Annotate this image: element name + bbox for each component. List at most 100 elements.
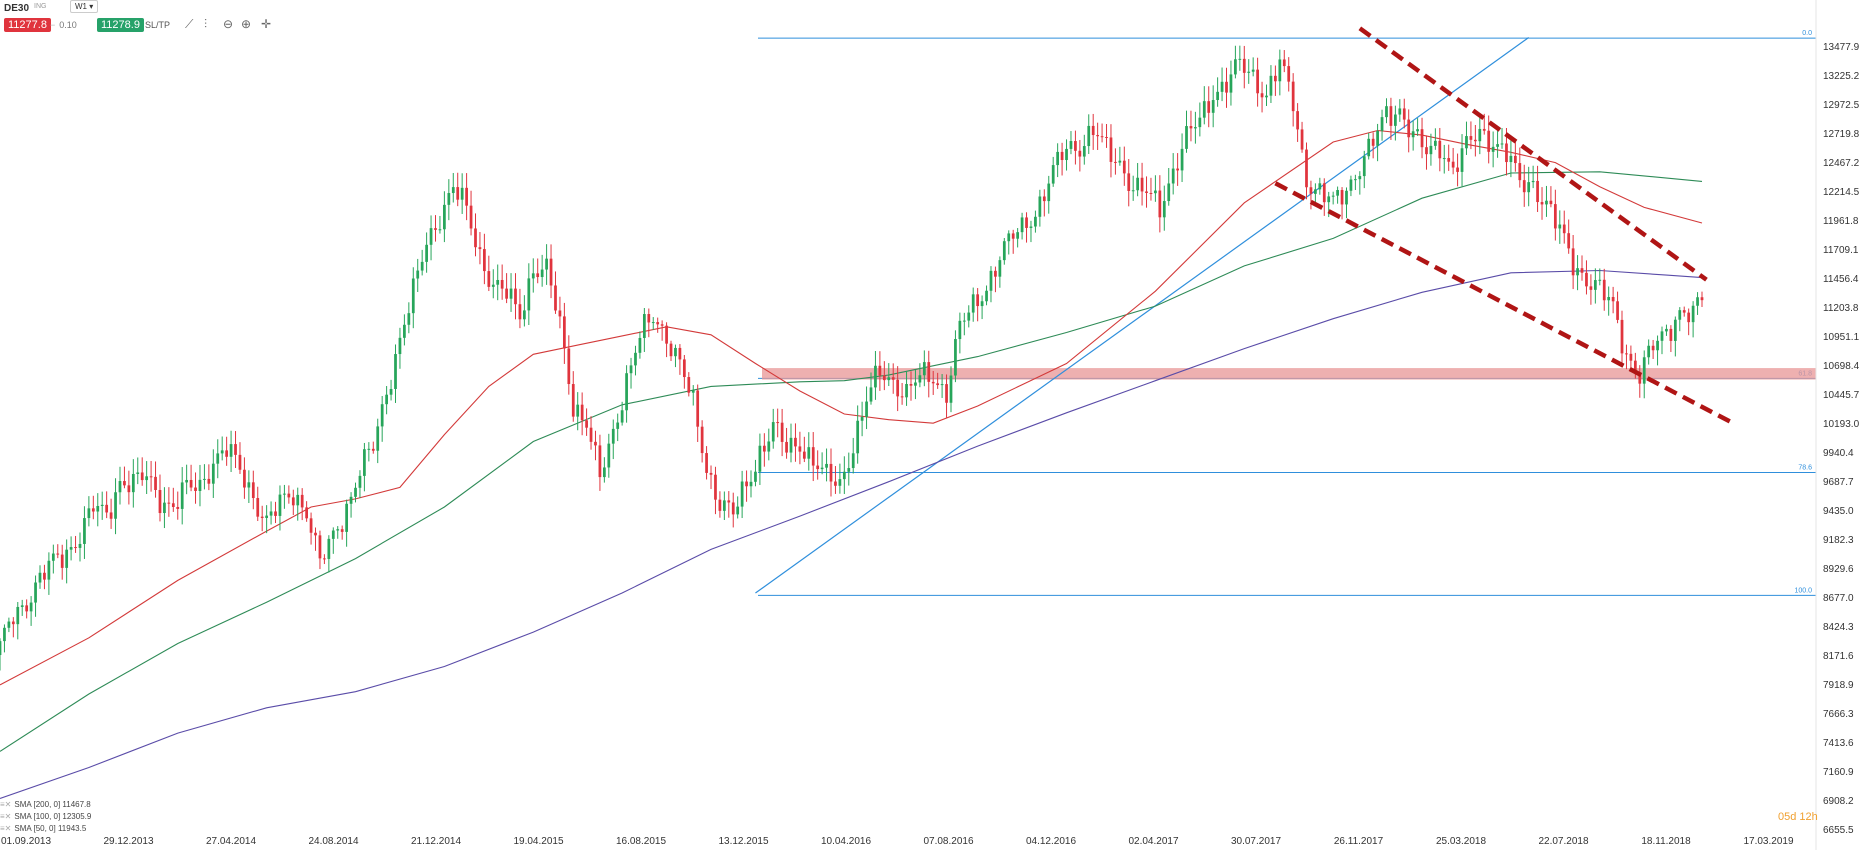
candle-body <box>296 494 300 506</box>
candle-body <box>856 420 860 454</box>
candle-body <box>171 503 175 507</box>
edit-icon[interactable]: ≡✕ <box>0 812 12 821</box>
candle-body <box>642 314 646 338</box>
sma-100-legend[interactable]: ≡✕ SMA [100, 0] 12305.9 <box>0 812 92 821</box>
candle-body <box>1385 106 1388 118</box>
candle-body <box>567 348 571 385</box>
candle-body <box>523 310 526 320</box>
candle-body <box>118 481 122 493</box>
candle-body <box>962 320 966 322</box>
candle-body <box>380 404 384 427</box>
candle-body <box>354 487 357 497</box>
candle-body <box>287 493 291 498</box>
candle-body <box>531 273 535 279</box>
candle-body <box>936 383 940 386</box>
candle-body <box>985 290 988 302</box>
candle-body <box>1682 310 1686 313</box>
candle-body <box>1345 190 1348 205</box>
candle-body <box>931 381 935 384</box>
sl-tp-button[interactable]: SL/TP <box>145 20 171 30</box>
candle-body <box>29 602 33 612</box>
candle-body <box>1051 165 1055 184</box>
candle-body <box>211 463 215 484</box>
candle-body <box>776 422 780 424</box>
minus-icon[interactable]: − <box>50 20 56 30</box>
candle-body <box>274 511 277 516</box>
candle-body <box>878 365 882 376</box>
candle-body <box>785 441 788 453</box>
candle-body <box>65 549 69 568</box>
candle-body <box>305 507 309 519</box>
candle-body <box>1576 268 1579 276</box>
x-tick-label: 21.12.2014 <box>411 836 461 847</box>
zoom-in-icon[interactable]: ⊕ <box>241 17 252 31</box>
candle-body <box>1114 161 1117 163</box>
sma-200-legend[interactable]: ≡✕ SMA [200, 0] 11467.8 <box>0 800 91 809</box>
candle-body <box>851 453 855 469</box>
candle-body <box>1194 127 1197 129</box>
edit-icon[interactable]: ≡✕ <box>0 824 12 833</box>
candle-body <box>1598 279 1602 281</box>
candle-body <box>323 558 326 560</box>
candle-body <box>291 497 295 506</box>
candle-body <box>1469 136 1473 140</box>
y-tick-label: 10445.7 <box>1823 390 1860 401</box>
candle-body <box>331 530 335 539</box>
candle-body <box>834 481 837 486</box>
candle-body <box>949 375 953 403</box>
quantity-stepper[interactable]: −0.10 <box>50 20 77 30</box>
candle-body <box>198 479 202 491</box>
candle-body <box>1265 95 1268 98</box>
fib-level-label: 78.6 <box>1798 465 1812 472</box>
y-tick-label: 8677.0 <box>1823 593 1854 604</box>
crosshair-icon[interactable]: ✛ <box>261 17 272 31</box>
candle-body <box>754 471 757 482</box>
candle-body <box>1465 136 1468 149</box>
candle-body <box>891 377 895 380</box>
candle-body <box>1211 100 1215 113</box>
y-tick-label: 13225.2 <box>1823 71 1860 82</box>
zoom-out-icon[interactable]: ⊖ <box>223 17 234 31</box>
sma-50-legend[interactable]: ≡✕ SMA [50, 0] 11943.5 <box>0 824 87 833</box>
symbol-label[interactable]: DE30 <box>4 3 30 14</box>
candle-body <box>1407 119 1411 138</box>
candle-body <box>1669 328 1673 341</box>
candle-body <box>1300 129 1304 150</box>
timeframe-label: W1 <box>75 2 87 11</box>
buy-button[interactable]: 11278.9 <box>97 18 144 32</box>
candle-body <box>602 467 606 478</box>
candle-body <box>1478 128 1482 142</box>
y-tick-label: 8929.6 <box>1823 564 1854 575</box>
x-tick-label: 17.03.2019 <box>1743 836 1793 847</box>
edit-icon[interactable]: ≡✕ <box>0 800 12 809</box>
candle-body <box>83 518 86 544</box>
candle-body <box>1127 173 1131 191</box>
candle-body <box>447 193 451 205</box>
candle-body <box>740 481 744 507</box>
candle-body <box>114 492 117 519</box>
candle-body <box>91 508 95 512</box>
candle-body <box>1167 183 1171 202</box>
x-tick-label: 30.07.2017 <box>1231 836 1281 847</box>
y-tick-label: 7160.9 <box>1823 767 1854 778</box>
candle-body <box>749 481 753 487</box>
timeframe-select[interactable]: W1 ▾ <box>70 0 99 13</box>
candle-body <box>194 487 197 491</box>
line-chart-icon[interactable]: ⟋ <box>185 17 194 31</box>
candle-body <box>780 422 784 442</box>
candle-body <box>1207 101 1211 113</box>
candle-body <box>771 422 775 442</box>
candle-body <box>69 547 73 550</box>
bar-chart-icon[interactable]: ⫶ <box>204 17 208 31</box>
candle-body <box>234 444 237 455</box>
candle-body <box>554 285 557 311</box>
candle-body <box>1611 296 1615 302</box>
sell-button[interactable]: 11277.8 <box>4 18 51 32</box>
candle-body <box>154 476 157 491</box>
candle-body <box>545 258 548 270</box>
candle-body <box>136 472 140 474</box>
candle-body <box>109 512 113 519</box>
candle-body <box>1091 125 1095 136</box>
candle-body <box>1696 297 1699 306</box>
